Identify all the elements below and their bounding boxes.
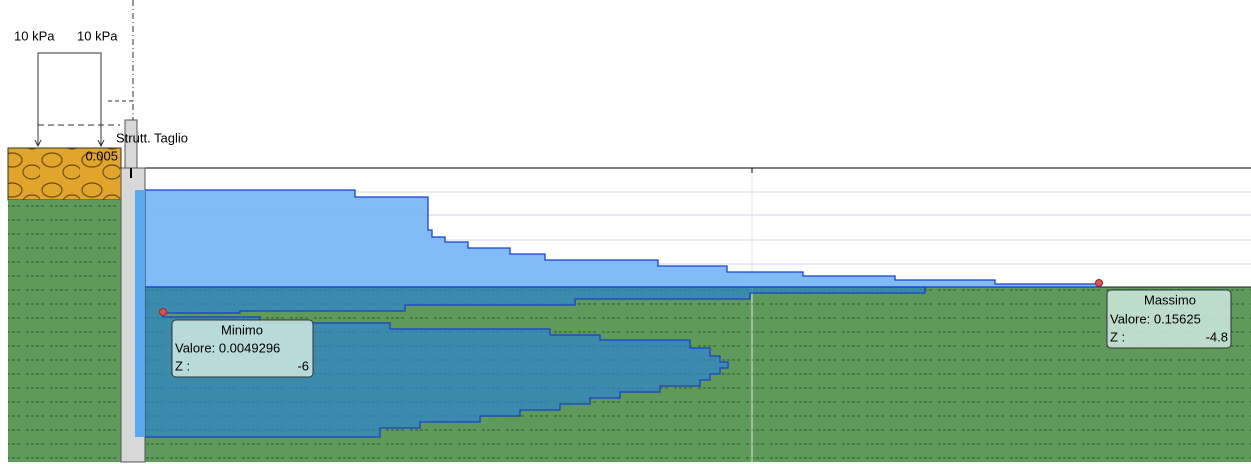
min-value: Valore: 0.0049296: [175, 340, 280, 355]
min-z-label: Z :: [175, 358, 190, 373]
min-title: Minimo: [221, 322, 263, 337]
top-value: 0.005: [85, 148, 118, 163]
wall-shear: [135, 190, 145, 437]
shear-lower: [144, 286, 926, 438]
min-tooltip: [171, 319, 314, 378]
load-label: 10 kPa: [14, 28, 55, 43]
max-z: -4.8: [1206, 329, 1228, 344]
max-value: Valore: 0.15625: [1110, 311, 1201, 326]
max-z-label: Z :: [1110, 329, 1125, 344]
max-tooltip: [1106, 289, 1232, 349]
gravel-layer: [7, 147, 122, 201]
max-title: Massimo: [1144, 292, 1196, 307]
soil-left: [8, 200, 121, 462]
shear-upper: [144, 189, 1101, 288]
max-point: [1095, 279, 1103, 287]
load-label: 10 kPa: [77, 28, 118, 43]
min-point: [159, 308, 167, 316]
min-z: -6: [297, 358, 309, 373]
load-diagram: [34, 0, 134, 148]
diagram-title: Strutt. Taglio: [116, 130, 188, 145]
